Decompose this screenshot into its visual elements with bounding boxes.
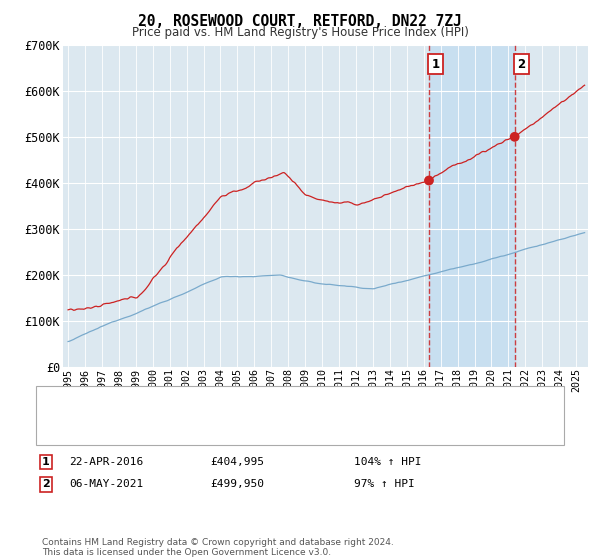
Text: 2: 2 — [517, 58, 526, 71]
Text: 97% ↑ HPI: 97% ↑ HPI — [354, 479, 415, 489]
Text: Price paid vs. HM Land Registry's House Price Index (HPI): Price paid vs. HM Land Registry's House … — [131, 26, 469, 39]
Point — [510, 132, 520, 141]
Text: 104% ↑ HPI: 104% ↑ HPI — [354, 457, 421, 467]
Point — [424, 176, 434, 185]
Text: 20, ROSEWOOD COURT, RETFORD, DN22 7ZJ: 20, ROSEWOOD COURT, RETFORD, DN22 7ZJ — [138, 14, 462, 29]
Text: £404,995: £404,995 — [210, 457, 264, 467]
Text: Contains HM Land Registry data © Crown copyright and database right 2024.
This d: Contains HM Land Registry data © Crown c… — [42, 538, 394, 557]
Text: 22-APR-2016: 22-APR-2016 — [69, 457, 143, 467]
Text: £499,950: £499,950 — [210, 479, 264, 489]
Text: HPI: Average price, detached house, Bassetlaw: HPI: Average price, detached house, Bass… — [93, 424, 350, 434]
Text: ————: ———— — [51, 423, 81, 436]
Text: 20, ROSEWOOD COURT, RETFORD, DN22 7ZJ (detached house): 20, ROSEWOOD COURT, RETFORD, DN22 7ZJ (d… — [93, 400, 439, 410]
Text: 1: 1 — [42, 457, 50, 467]
Text: ————: ———— — [51, 399, 81, 412]
Text: 06-MAY-2021: 06-MAY-2021 — [69, 479, 143, 489]
Bar — [429, 45, 515, 367]
Text: 1: 1 — [431, 58, 440, 71]
Text: 2: 2 — [42, 479, 50, 489]
